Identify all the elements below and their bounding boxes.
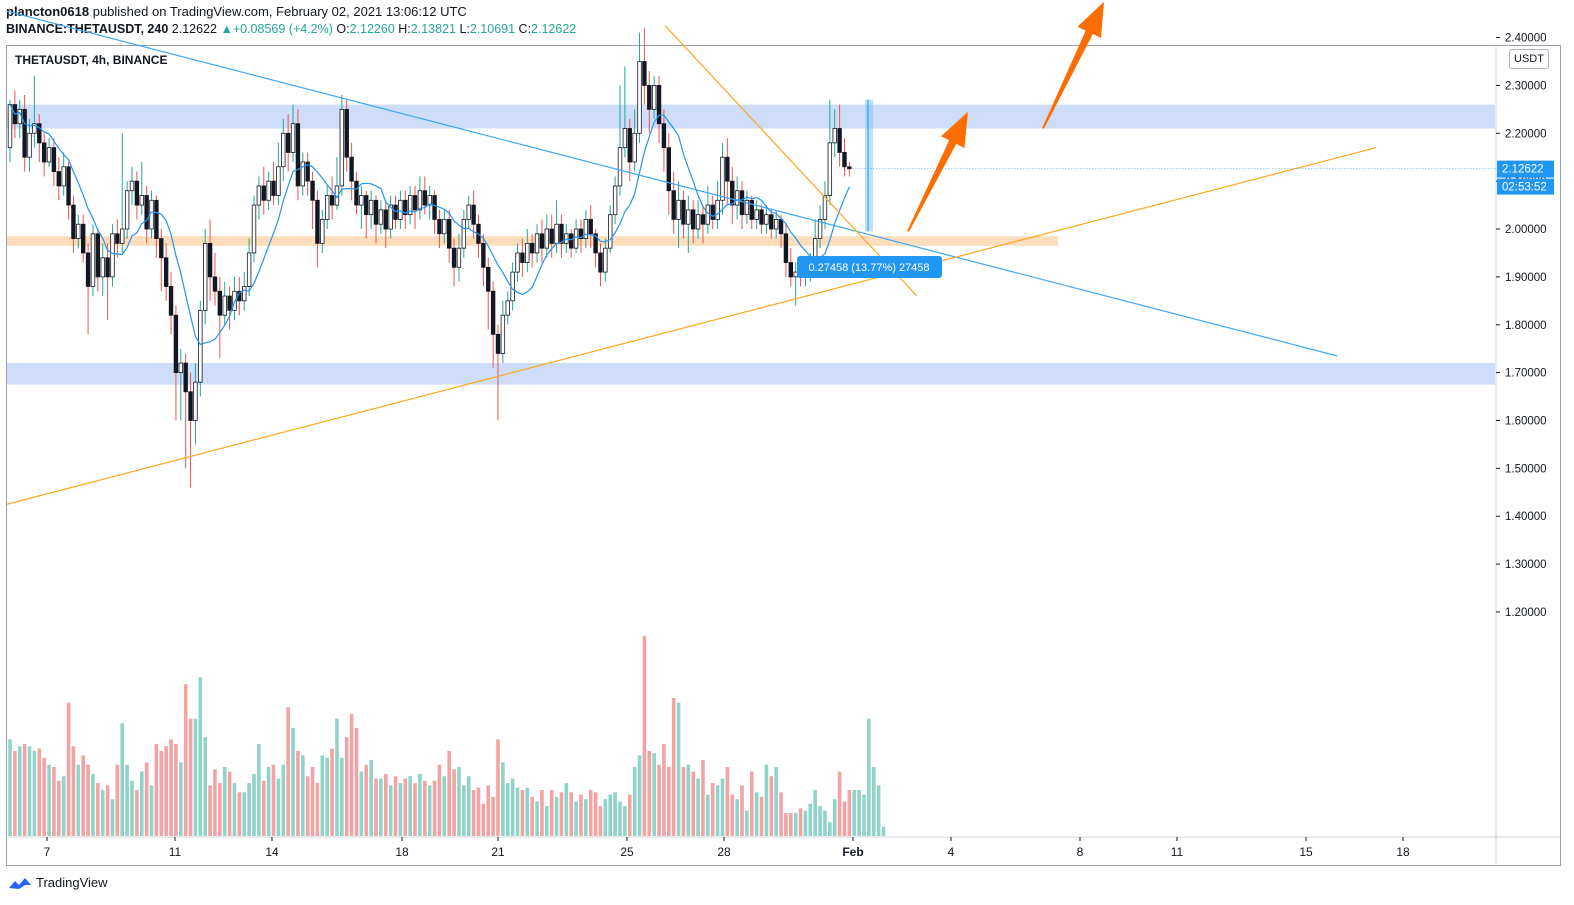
symbol-label: BINANCE:THETAUSDT, 240 xyxy=(6,22,169,36)
up-triangle-icon: ▲ xyxy=(220,22,233,36)
open-label: O: xyxy=(336,22,350,36)
close-value: 2.12622 xyxy=(531,22,577,36)
publish-info: plancton0618 published on TradingView.co… xyxy=(6,4,467,19)
price-change: +0.08569 (+4.2%) xyxy=(232,22,333,36)
close-label: C: xyxy=(518,22,532,36)
high-label: H: xyxy=(398,22,411,36)
last-price: 2.12622 xyxy=(171,22,217,36)
author-name[interactable]: plancton0618 xyxy=(6,4,90,19)
y-tick-label: 2.40000 xyxy=(1505,33,1547,45)
low-value: 2.10691 xyxy=(469,22,516,36)
chart-frame[interactable] xyxy=(6,45,1561,866)
low-label: L: xyxy=(459,22,470,36)
published-text: published on TradingView.com, February 0… xyxy=(92,4,467,19)
tradingview-brand[interactable]: TradingView xyxy=(8,875,108,890)
brand-name: TradingView xyxy=(36,875,108,890)
high-value: 2.13821 xyxy=(410,22,456,36)
currency-button[interactable]: USDT xyxy=(1509,49,1549,69)
ohlc-header: BINANCE:THETAUSDT, 240 2.12622 ▲+0.08569… xyxy=(6,22,576,36)
chart-legend-title: THETAUSDT, 4h, BINANCE xyxy=(15,53,168,67)
tradingview-logo-icon xyxy=(9,877,31,889)
open-value: 2.12260 xyxy=(349,22,395,36)
